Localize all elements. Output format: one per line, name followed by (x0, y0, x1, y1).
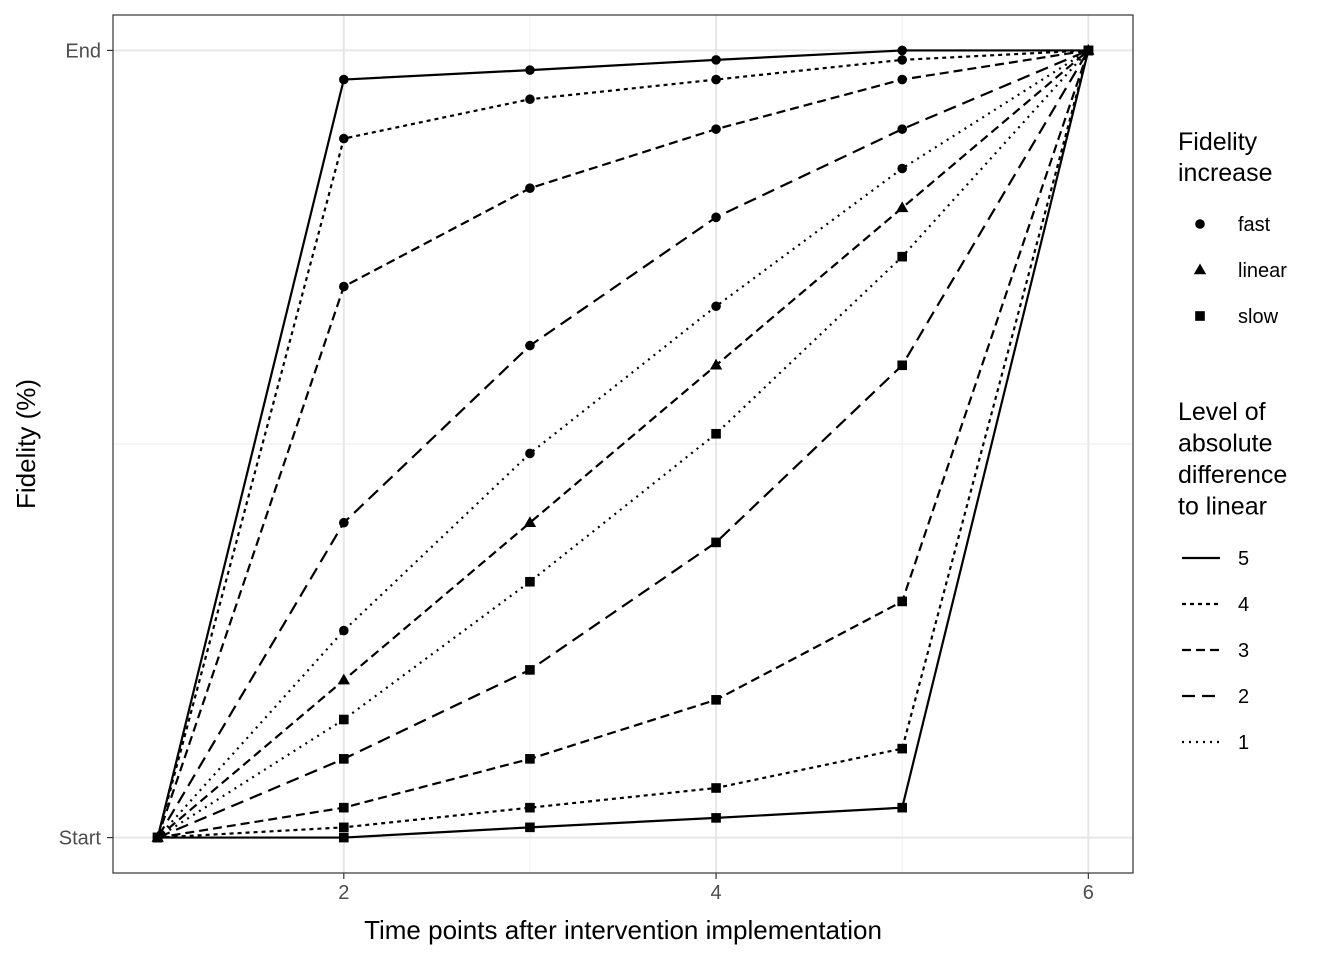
data-point-slow (897, 596, 907, 607)
data-point-fast (339, 517, 349, 528)
legend-label-fast: fast (1238, 214, 1271, 236)
data-point-fast (525, 65, 535, 75)
data-point-fast (525, 94, 535, 105)
data-point-linear (896, 201, 909, 213)
legend-key-triangle (1193, 263, 1207, 275)
data-point-slow (525, 822, 535, 833)
data-point-linear (709, 358, 723, 370)
data-point-slow (525, 754, 535, 764)
data-point-fast (525, 448, 535, 459)
data-point-fast (711, 212, 721, 223)
data-point-slow (711, 537, 721, 548)
data-point-slow (525, 665, 535, 675)
series-line-slow-level-3 (157, 50, 1090, 839)
legend-label-level-3: 3 (1238, 640, 1249, 662)
legend-fidelity-increase: Fidelity increase fast linear slow (1178, 128, 1287, 328)
data-point-slow (711, 695, 721, 705)
data-point-fast (339, 74, 349, 85)
series-line-slow-level-1 (157, 49, 1090, 839)
data-point-slow (339, 802, 349, 813)
data-point-slow (711, 428, 721, 439)
series-points (151, 43, 1095, 843)
legend-label-linear: linear (1238, 260, 1287, 282)
series-lines (156, 49, 1090, 839)
legend-level-difference: Level of absolute difference to linear 5 4 3 2 1 (1178, 398, 1287, 754)
y-tick-label: End (65, 40, 101, 62)
panel-border (112, 14, 1134, 874)
legend-label-slow: slow (1238, 306, 1279, 328)
data-point-slow (525, 802, 535, 813)
legend-title: Fidelity (1178, 128, 1258, 156)
data-point-fast (897, 55, 907, 65)
data-point-slow (525, 576, 535, 587)
series-line-linear-level-0 (156, 49, 1090, 839)
y-axis: Start End (59, 40, 113, 850)
legend-title: Level of (1178, 398, 1266, 426)
data-point-slow (897, 251, 907, 262)
x-axis: 2 4 6 (338, 873, 1094, 904)
data-point-slow (897, 360, 907, 371)
legend-label-level-5: 5 (1238, 548, 1249, 570)
y-tick-label: Start (59, 828, 102, 850)
data-point-fast (339, 281, 349, 292)
data-point-fast (525, 340, 535, 351)
legend-label-level-2: 2 (1238, 686, 1249, 708)
series-line-slow-level-2 (157, 49, 1090, 839)
x-axis-title: Time points after intervention implement… (364, 915, 882, 945)
data-point-slow (1083, 45, 1094, 56)
legend-key-square (1195, 311, 1205, 321)
x-tick-label: 4 (711, 882, 722, 904)
legend-key-circle (1195, 219, 1205, 229)
data-point-fast (711, 124, 721, 134)
series-line-fast-level-5 (156, 49, 1089, 838)
legend-title: absolute (1178, 430, 1273, 458)
data-point-slow (897, 802, 907, 813)
data-point-fast (897, 45, 907, 56)
x-tick-label: 2 (338, 882, 349, 904)
data-point-fast (897, 74, 907, 85)
data-point-slow (711, 783, 721, 793)
legend-label-level-4: 4 (1238, 594, 1249, 616)
data-point-fast (711, 55, 721, 65)
series-line-fast-level-2 (156, 49, 1089, 839)
data-point-slow (897, 743, 907, 754)
data-point-fast (525, 183, 535, 193)
data-point-fast (897, 124, 907, 134)
data-point-slow (711, 813, 721, 823)
legend-title: difference (1178, 461, 1287, 489)
data-point-linear (337, 673, 350, 685)
data-point-fast (897, 163, 907, 174)
series-line-slow-level-4 (157, 50, 1090, 839)
data-point-slow (152, 832, 163, 843)
data-point-slow (339, 714, 349, 725)
legend-title: increase (1178, 159, 1273, 187)
legend-label-level-1: 1 (1238, 732, 1249, 754)
series-line-fast-level-4 (156, 49, 1089, 838)
data-point-fast (339, 625, 349, 636)
legend-title: to linear (1178, 493, 1267, 521)
data-point-linear (523, 516, 537, 527)
series-line-slow-level-5 (157, 50, 1090, 839)
x-tick-label: 6 (1083, 882, 1094, 904)
series-line-fast-level-1 (156, 49, 1089, 839)
y-axis-title: Fidelity (%) (11, 379, 41, 509)
data-point-slow (339, 822, 349, 833)
data-point-fast (339, 133, 349, 144)
series-line-fast-level-3 (156, 49, 1089, 838)
data-point-slow (339, 832, 349, 843)
data-point-fast (711, 301, 721, 312)
data-point-slow (339, 754, 349, 764)
data-point-fast (711, 74, 721, 85)
